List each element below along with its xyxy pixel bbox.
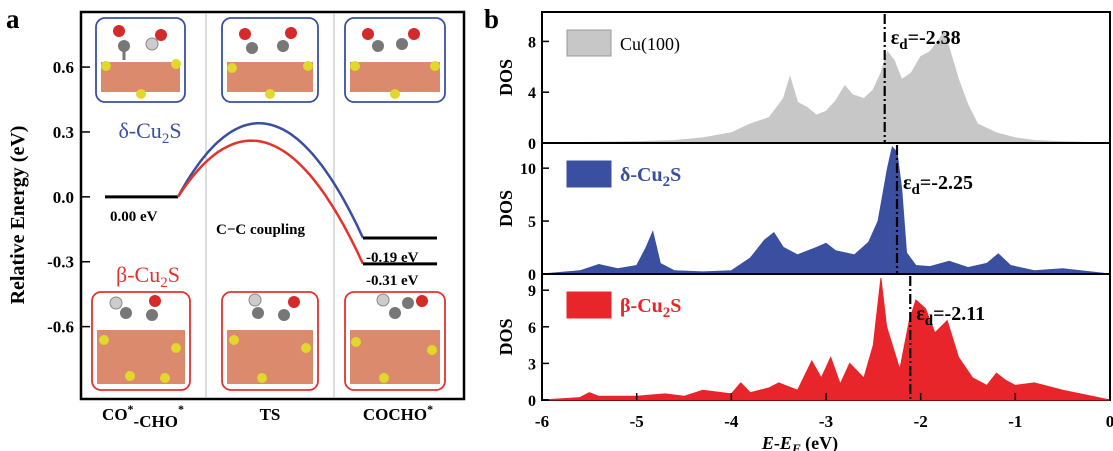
legend-label: Cu(100) <box>620 34 680 55</box>
x-tick-label: -5 <box>630 412 644 431</box>
d-band-center-label: εd=-2.38 <box>891 27 961 53</box>
y-tick-label: 5 <box>528 214 536 231</box>
y-tick-label: -0.3 <box>47 253 74 272</box>
x-tick-label: -3 <box>819 412 833 431</box>
panel-a: a 0.6 0.3 0.0 -0.3 -0.6 Relative Energy (eV)… <box>6 4 466 431</box>
y-tick-label: 0.0 <box>53 188 74 207</box>
label-final-delta: -0.19 eV <box>366 250 419 266</box>
label-initial-energy: 0.00 eV <box>110 209 158 225</box>
y-axis-label: DOS <box>496 318 516 355</box>
y-tick-label: 0.6 <box>53 58 74 77</box>
energy-profile <box>105 122 437 266</box>
y-tick-label: 8 <box>528 34 536 51</box>
legend-label: β-Cu2S <box>620 295 681 321</box>
y-tick-label: 0 <box>528 136 536 153</box>
legend-label: δ-Cu2S <box>620 164 681 190</box>
dos-area <box>541 277 1111 401</box>
x-axis-label: E-EF (eV) <box>761 433 838 451</box>
legend-swatch <box>566 160 612 188</box>
y-tick-label: 10 <box>520 161 536 178</box>
dos-panel: 8 4 0 DOS εd=-2.38 Cu(100) <box>496 11 1111 153</box>
energy-curve-delta <box>176 122 365 239</box>
d-band-center-label: εd=-2.25 <box>903 172 973 198</box>
series-label-beta: β-Cu2S <box>116 262 180 291</box>
dos-panels: 8 4 0 DOS εd=-2.38 Cu(100) 10 5 0 DOS εd=-2.25 δ-Cu… <box>496 11 1111 410</box>
legend-swatch <box>566 291 612 319</box>
x-tick-label: COCHO* <box>363 402 433 424</box>
x-tick-label: -6 <box>535 412 549 431</box>
y-tick-label: 0 <box>528 393 536 410</box>
structure-inset-beta-ts <box>221 291 319 391</box>
y-axis: 0.6 0.3 0.0 -0.3 -0.6 <box>47 58 90 337</box>
x-tick-label: -4 <box>724 412 739 431</box>
x-tick-label: -2 <box>914 412 928 431</box>
dos-panel: 9 6 3 0 DOS εd=-2.11 β-Cu2S <box>496 273 1111 410</box>
dos-area <box>541 145 1111 275</box>
panel-label-b: b <box>484 4 499 34</box>
structure-inset-beta-final <box>344 291 446 391</box>
panel-b: b 8 4 0 DOS εd=-2.38 Cu(100) 10 5 0 DOS εd=-2.25 δ-… <box>484 4 1113 451</box>
legend-swatch <box>566 29 612 57</box>
dos-area <box>541 29 1111 144</box>
y-axis-label: DOS <box>496 190 516 227</box>
structure-inset-delta-initial <box>95 17 186 103</box>
x-tick-label: TS <box>260 405 281 424</box>
structure-inset-delta-ts <box>221 17 319 103</box>
y-axis-label: DOS <box>496 59 516 96</box>
x-tick-label: -1 <box>1008 412 1022 431</box>
label-cc-coupling: C−C coupling <box>216 222 305 238</box>
y-tick-label: 0 <box>528 267 536 284</box>
dos-panel: 10 5 0 DOS εd=-2.25 δ-Cu2S <box>496 142 1111 284</box>
y-tick-label: 6 <box>528 320 536 337</box>
panel-a-frame <box>79 10 466 401</box>
label-final-beta: -0.31 eV <box>366 273 419 289</box>
y-tick-label: 4 <box>528 85 536 102</box>
panel-label-a: a <box>6 4 20 34</box>
y-tick-label: 0.3 <box>53 123 74 142</box>
structure-inset-delta-final <box>344 17 446 103</box>
x-axis: CO*-CHO* TS COCHO* <box>102 402 433 431</box>
y-tick-label: -0.6 <box>47 318 74 337</box>
y-tick-label: 3 <box>528 356 536 373</box>
d-band-center-label: εd=-2.11 <box>916 303 985 329</box>
x-tick-label: 0 <box>1106 412 1113 431</box>
structure-inset-beta-initial <box>91 291 191 391</box>
x-axis: -6 -5 -4 -3 -2 -1 0 <box>535 393 1113 431</box>
y-tick-label: 9 <box>528 283 536 300</box>
series-label-delta: δ-Cu2S <box>118 118 181 147</box>
energy-curve-beta <box>176 139 365 265</box>
x-tick-label: CO*-CHO* <box>102 402 184 431</box>
y-axis-label: Relative Energy (eV) <box>7 126 29 305</box>
